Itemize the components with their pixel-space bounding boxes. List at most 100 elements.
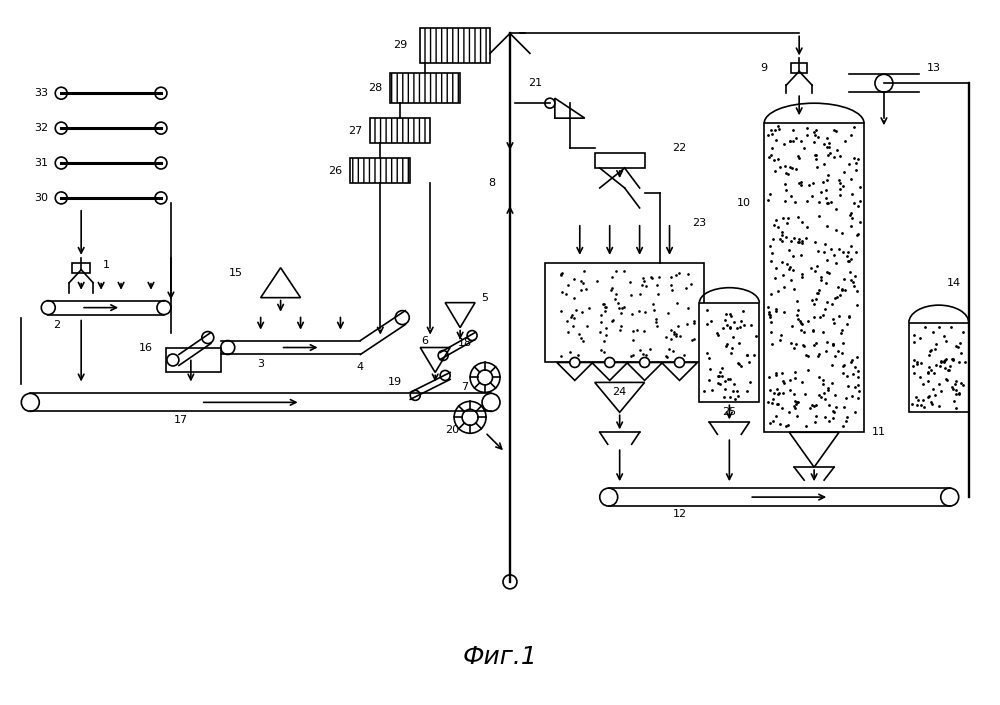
Point bbox=[782, 161, 798, 173]
Point bbox=[699, 304, 715, 315]
Point bbox=[776, 378, 792, 389]
Point bbox=[843, 240, 859, 251]
Point bbox=[832, 190, 848, 201]
Point bbox=[650, 289, 666, 300]
Point bbox=[827, 351, 843, 362]
Point bbox=[842, 266, 858, 277]
Point bbox=[748, 331, 764, 342]
Point bbox=[792, 315, 808, 326]
Text: 15: 15 bbox=[229, 268, 243, 278]
Point bbox=[829, 291, 845, 302]
Point bbox=[849, 229, 865, 240]
Text: 23: 23 bbox=[692, 218, 707, 228]
Point bbox=[820, 149, 836, 161]
Point bbox=[820, 385, 836, 396]
Point bbox=[835, 247, 851, 258]
Point bbox=[952, 338, 968, 349]
Point bbox=[780, 213, 796, 224]
Point bbox=[613, 307, 629, 319]
Point bbox=[824, 359, 840, 370]
Point bbox=[793, 179, 809, 190]
Point bbox=[770, 221, 786, 232]
Point bbox=[840, 256, 856, 267]
Point bbox=[616, 301, 632, 312]
Point bbox=[570, 350, 586, 361]
Point bbox=[811, 390, 827, 401]
Text: 3: 3 bbox=[257, 360, 264, 369]
Point bbox=[848, 158, 864, 169]
Point bbox=[718, 308, 734, 319]
Text: 22: 22 bbox=[672, 143, 687, 153]
Point bbox=[809, 161, 825, 173]
Point bbox=[846, 121, 862, 133]
Point bbox=[841, 159, 857, 170]
Point bbox=[783, 274, 799, 286]
Point bbox=[608, 289, 624, 300]
Point bbox=[663, 324, 679, 336]
Point bbox=[635, 349, 651, 360]
Point bbox=[776, 307, 792, 318]
Point bbox=[906, 329, 922, 341]
FancyBboxPatch shape bbox=[390, 73, 460, 103]
Point bbox=[813, 186, 829, 197]
Point bbox=[931, 379, 947, 390]
Point bbox=[770, 388, 786, 400]
Point bbox=[791, 236, 807, 247]
Point bbox=[826, 152, 842, 163]
Point bbox=[818, 192, 834, 204]
Point bbox=[787, 197, 803, 208]
Point bbox=[936, 356, 952, 367]
Point bbox=[843, 173, 859, 185]
FancyBboxPatch shape bbox=[420, 28, 490, 63]
Point bbox=[573, 333, 589, 344]
Point bbox=[593, 309, 609, 321]
Point bbox=[848, 247, 864, 258]
Point bbox=[936, 357, 952, 368]
Point bbox=[815, 177, 831, 188]
Point bbox=[834, 228, 850, 239]
Point bbox=[916, 402, 932, 413]
Point bbox=[699, 348, 715, 359]
Point bbox=[769, 398, 785, 410]
Point bbox=[739, 350, 755, 361]
Point bbox=[808, 154, 824, 165]
Point bbox=[598, 330, 614, 341]
Point bbox=[761, 372, 777, 383]
Point bbox=[766, 154, 782, 166]
Point bbox=[800, 316, 816, 327]
Point bbox=[807, 417, 823, 428]
Point bbox=[818, 345, 834, 357]
Point bbox=[816, 139, 832, 150]
Point bbox=[764, 142, 780, 153]
Point bbox=[766, 388, 782, 399]
Point bbox=[829, 145, 845, 156]
Point bbox=[832, 177, 848, 188]
Text: 10: 10 bbox=[737, 198, 751, 208]
Point bbox=[806, 400, 822, 411]
Point bbox=[668, 329, 684, 340]
Point bbox=[828, 224, 844, 235]
Point bbox=[634, 279, 650, 290]
Point bbox=[581, 302, 597, 313]
Point bbox=[828, 125, 844, 137]
Point bbox=[622, 276, 638, 288]
Point bbox=[806, 298, 822, 309]
Point bbox=[927, 343, 943, 355]
Point bbox=[843, 207, 859, 219]
Point bbox=[648, 317, 664, 328]
Point bbox=[821, 415, 837, 427]
Point bbox=[598, 301, 614, 312]
Point bbox=[818, 278, 834, 289]
Point bbox=[636, 275, 652, 286]
Point bbox=[788, 133, 804, 144]
Point bbox=[789, 309, 805, 321]
Point bbox=[909, 400, 925, 411]
Point bbox=[764, 247, 780, 259]
Point bbox=[819, 175, 835, 186]
Point bbox=[799, 130, 815, 141]
Point bbox=[760, 195, 776, 206]
Point bbox=[785, 135, 801, 147]
Point bbox=[651, 271, 667, 283]
Text: 16: 16 bbox=[139, 343, 153, 352]
Point bbox=[850, 393, 866, 404]
